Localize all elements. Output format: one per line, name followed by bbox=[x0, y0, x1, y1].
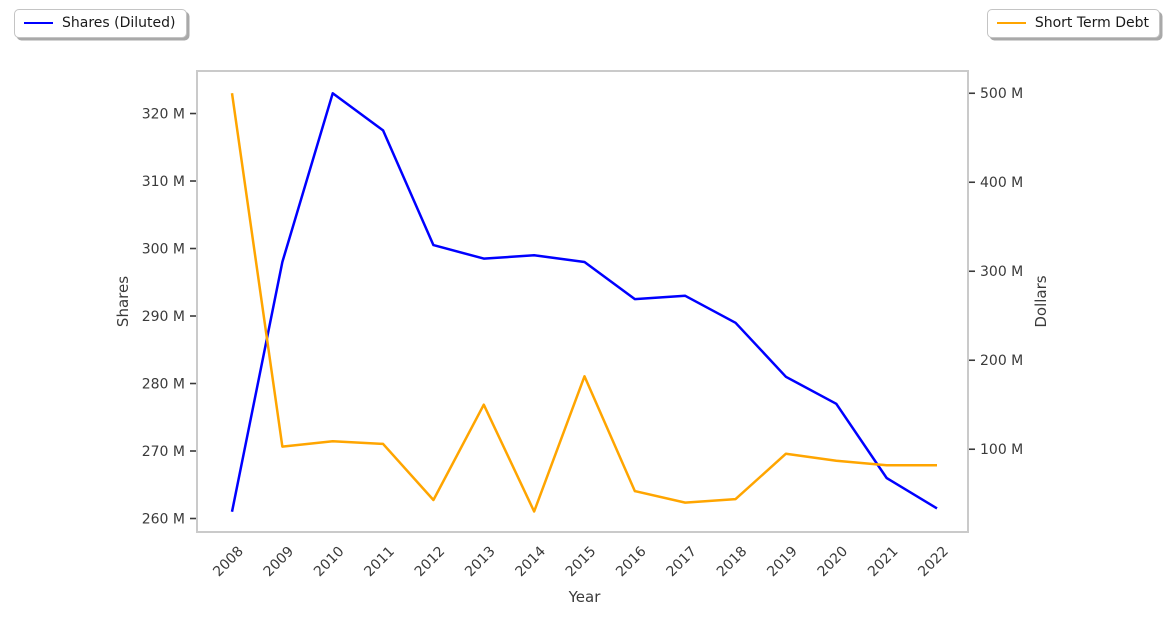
left-tick-label: 270 M bbox=[142, 444, 185, 460]
x-tick-label: 2014 bbox=[512, 543, 549, 580]
x-tick-label: 2019 bbox=[764, 544, 801, 581]
right-tick-label: 100 M bbox=[980, 442, 1023, 458]
right-tick-label: 200 M bbox=[980, 353, 1023, 369]
left-tick-label: 280 M bbox=[142, 377, 185, 393]
left-axis-title: Shares bbox=[114, 276, 132, 327]
right-axis-title: Dollars bbox=[1032, 275, 1050, 327]
legend-short-term-debt: Short Term Debt bbox=[986, 9, 1160, 38]
left-tick-label: 310 M bbox=[142, 174, 185, 190]
x-tick-label: 2012 bbox=[412, 544, 449, 581]
x-axis-title: Year bbox=[568, 588, 602, 606]
debt-line-swatch-icon bbox=[996, 22, 1026, 24]
plot-border bbox=[196, 70, 969, 533]
left-tick-label: 320 M bbox=[142, 107, 185, 123]
series-line bbox=[230, 93, 937, 513]
x-tick-label: 2021 bbox=[865, 544, 902, 581]
left-tick-label: 260 M bbox=[142, 512, 185, 528]
x-tick-label: 2022 bbox=[915, 544, 952, 581]
x-tick-label: 2013 bbox=[462, 544, 499, 581]
x-tick-label: 2015 bbox=[563, 544, 600, 581]
shares-line-swatch-icon bbox=[24, 22, 53, 24]
left-tick-label: 290 M bbox=[142, 309, 185, 325]
left-tick-label: 300 M bbox=[142, 242, 185, 258]
x-tick-label: 2009 bbox=[261, 544, 298, 581]
right-tick-label: 500 M bbox=[980, 86, 1023, 102]
x-tick-label: 2010 bbox=[311, 544, 348, 581]
x-tick-label: 2008 bbox=[210, 544, 247, 581]
x-tick-label: 2016 bbox=[613, 543, 650, 580]
legend-shares-diluted: Shares (Diluted) bbox=[14, 9, 187, 38]
right-tick-label: 400 M bbox=[980, 175, 1023, 191]
legend-debt-label: Short Term Debt bbox=[1034, 15, 1149, 31]
x-tick-label: 2011 bbox=[361, 544, 398, 581]
right-tick-label: 300 M bbox=[980, 264, 1023, 280]
x-tick-label: 2017 bbox=[664, 544, 701, 581]
legend-shares-label: Shares (Diluted) bbox=[62, 15, 176, 31]
x-tick-label: 2018 bbox=[714, 544, 751, 581]
series-line bbox=[230, 92, 938, 513]
x-tick-label: 2020 bbox=[815, 544, 852, 581]
